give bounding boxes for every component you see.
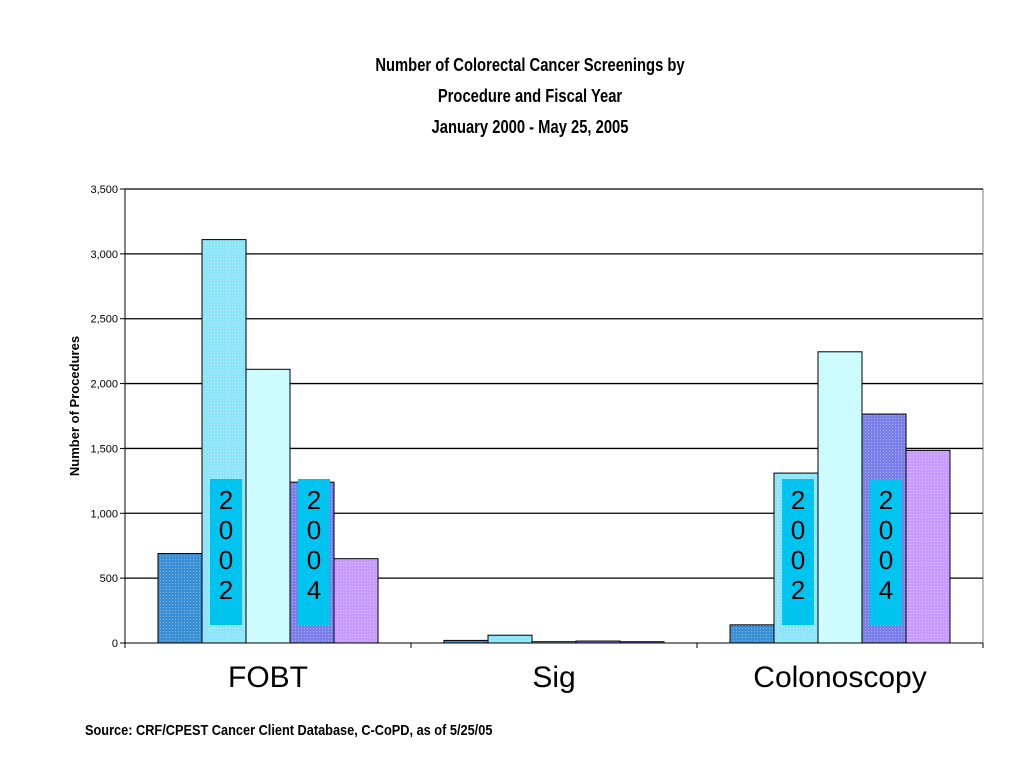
- year-label-box: [782, 479, 814, 625]
- year-label-digit: 2: [219, 575, 233, 605]
- bar-colonoscopy-1: [729, 624, 775, 644]
- y-tick-label: 3,500: [90, 184, 118, 196]
- year-label-box: [298, 479, 330, 625]
- year-label-digit: 0: [219, 545, 233, 575]
- year-label-digit: 0: [791, 515, 805, 545]
- bar-colonoscopy-3: [817, 351, 863, 644]
- year-label-digit: 2: [307, 485, 321, 515]
- year-label-digit: 0: [307, 515, 321, 545]
- year-label-digit: 0: [879, 545, 893, 575]
- year-label-digit: 0: [791, 545, 805, 575]
- chart-title-line-3: January 2000 - May 25, 2005: [431, 117, 629, 137]
- year-label-digit: 0: [879, 515, 893, 545]
- y-tick-label: 500: [100, 573, 118, 585]
- year-label-digit: 0: [307, 545, 321, 575]
- y-tick-label: 2,000: [90, 379, 118, 391]
- y-tick-label: 0: [112, 638, 118, 650]
- year-label-digit: 2: [879, 485, 893, 515]
- year-label-digit: 4: [879, 575, 893, 605]
- y-tick-label: 2,500: [90, 314, 118, 326]
- bar-sig-3: [531, 641, 577, 644]
- x-category-label: FOBT: [228, 661, 308, 694]
- chart-title-line-1: Number of Colorectal Cancer Screenings b…: [375, 55, 685, 75]
- bar-sig-1: [443, 639, 489, 644]
- y-axis-label: Number of Procedures: [67, 336, 82, 476]
- source-note: Source: CRF/CPEST Cancer Client Database…: [85, 722, 493, 739]
- bar-sig-4: [575, 640, 621, 644]
- chart-title: Number of Colorectal Cancer Screenings b…: [95, 50, 964, 143]
- chart-title-line-2: Procedure and Fiscal Year: [437, 86, 623, 106]
- year-label-digit: 2: [219, 485, 233, 515]
- bar-sig-5: [619, 641, 665, 644]
- x-category-label: Sig: [532, 661, 575, 694]
- bar-sig-2: [487, 634, 533, 644]
- year-label-box: [210, 479, 242, 625]
- year-label-digit: 0: [219, 515, 233, 545]
- bar-fobt-1: [157, 552, 203, 644]
- year-label-box: [870, 479, 902, 625]
- year-label-digit: 2: [791, 485, 805, 515]
- bar-fobt-5: [333, 558, 379, 644]
- bar-colonoscopy-5: [905, 449, 951, 644]
- y-tick-label: 3,000: [90, 249, 118, 261]
- y-tick-label: 1,500: [90, 443, 118, 455]
- year-label-digit: 4: [307, 575, 321, 605]
- year-label-digit: 2: [791, 575, 805, 605]
- x-category-label: Colonoscopy: [753, 661, 926, 694]
- y-tick-label: 1,000: [90, 508, 118, 520]
- bar-fobt-3: [245, 368, 291, 644]
